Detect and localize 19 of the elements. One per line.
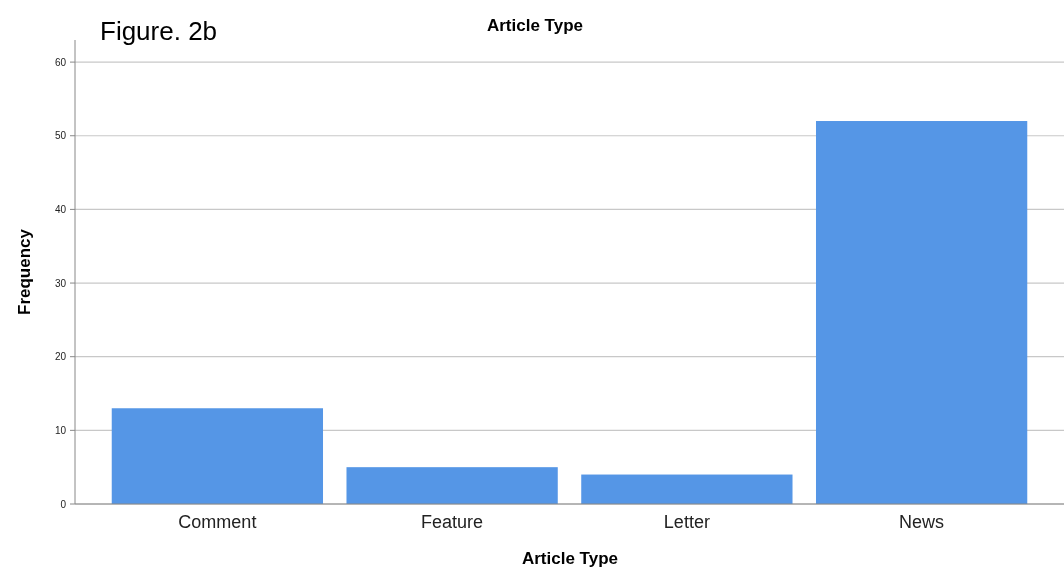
x-tick-label: Comment bbox=[178, 512, 257, 532]
bar bbox=[815, 121, 1028, 504]
y-tick-label: 10 bbox=[54, 424, 67, 436]
chart-title: Article Type bbox=[486, 16, 584, 35]
bar bbox=[581, 474, 793, 504]
bar bbox=[111, 408, 324, 504]
x-tick-label: Feature bbox=[421, 512, 484, 532]
y-tick-label: 30 bbox=[54, 277, 67, 289]
bar bbox=[346, 467, 558, 504]
y-axis-title: Frequency bbox=[15, 228, 34, 315]
y-tick-label: 0 bbox=[60, 498, 67, 510]
x-axis-title: Article Type bbox=[521, 549, 619, 568]
y-tick-label: 50 bbox=[54, 130, 67, 142]
x-tick-label: News bbox=[899, 512, 945, 532]
y-tick-label: 60 bbox=[54, 56, 67, 68]
x-tick-label: Letter bbox=[663, 512, 710, 532]
annotation: Figure. 2b bbox=[100, 16, 218, 46]
y-tick-label: 20 bbox=[54, 351, 67, 363]
y-tick-label: 40 bbox=[54, 203, 67, 215]
